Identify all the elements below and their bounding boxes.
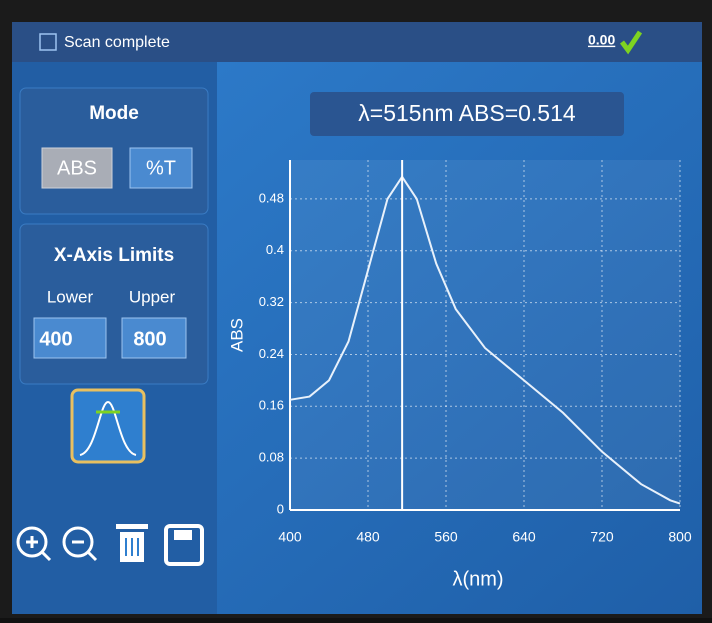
peak-tool-button[interactable] — [72, 390, 144, 462]
upper-label: Upper — [129, 287, 176, 306]
lower-value[interactable]: 400 — [39, 328, 72, 350]
mode-title: Mode — [89, 103, 139, 124]
percent-t-button-label[interactable]: %T — [146, 157, 176, 179]
plot-area — [290, 160, 680, 510]
y-tick-label: 0.32 — [259, 294, 284, 309]
y-tick-label: 0 — [277, 501, 284, 516]
screen: Scan complete 0.00 Mode ABS %T X-Axis Li… — [0, 0, 712, 618]
x-axis-label: λ(nm) — [452, 568, 503, 590]
y-axis-label: ABS — [227, 318, 246, 352]
upper-value[interactable]: 800 — [133, 328, 166, 350]
limits-title: X-Axis Limits — [54, 245, 174, 266]
readout: λ=515nm ABS=0.514 — [358, 100, 576, 126]
x-tick-label: 560 — [434, 529, 458, 545]
y-tick-label: 0.24 — [259, 346, 284, 361]
page: Scan complete 0.00 Mode ABS %T X-Axis Li… — [0, 0, 712, 623]
lower-label: Lower — [47, 287, 94, 306]
y-tick-label: 0.08 — [259, 450, 284, 465]
reading: 0.00 — [588, 32, 615, 48]
abs-button-label[interactable]: ABS — [57, 157, 97, 179]
x-tick-label: 800 — [668, 529, 692, 545]
x-tick-label: 640 — [512, 529, 536, 545]
x-tick-label: 480 — [356, 529, 380, 545]
x-tick-label: 720 — [590, 529, 614, 545]
y-tick-label: 0.16 — [259, 398, 284, 413]
x-tick-label: 400 — [278, 529, 302, 545]
y-tick-label: 0.4 — [266, 242, 284, 257]
status-text: Scan complete — [64, 34, 170, 51]
y-tick-label: 0.48 — [259, 190, 284, 205]
